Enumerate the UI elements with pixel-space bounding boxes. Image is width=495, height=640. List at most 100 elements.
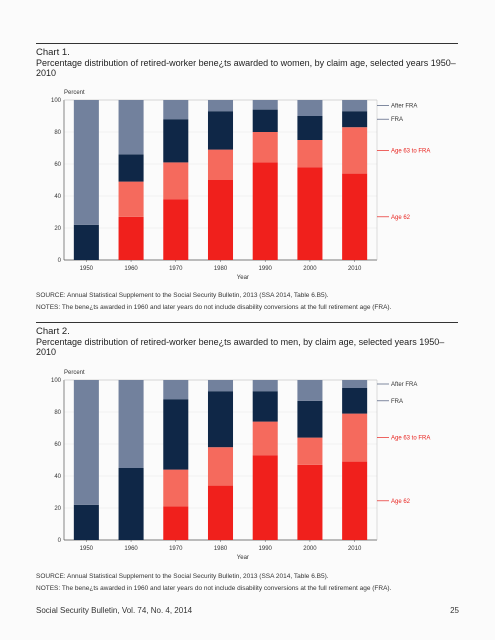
chart1-xtick-label: 1980	[214, 266, 228, 272]
chart1-bar-2010-fra	[342, 111, 368, 128]
chart2-ytick-label: 100	[51, 378, 62, 384]
chart1-legend-after-fra: After FRA	[391, 104, 417, 110]
chart1-bar-1990-age-63-to-fra	[252, 132, 278, 163]
chart2-bar-2010-age-62	[342, 461, 368, 540]
chart1-bar-1950-fra	[73, 224, 99, 260]
chart1-ytick-label: 20	[54, 226, 61, 232]
chart1-top-rule	[36, 43, 458, 44]
chart2-bar-2000-fra	[297, 400, 323, 438]
page-number: 25	[450, 606, 459, 615]
chart2-bar-1990-age-62	[252, 455, 278, 540]
chart1-bar-2010-age-63-to-fra	[342, 127, 368, 174]
chart2-xtick-label: 1970	[169, 546, 183, 552]
chart1-bar-2000-fra	[297, 116, 323, 140]
chart1-xtick-label: 1950	[80, 266, 94, 272]
chart2-ytick-label: 40	[54, 474, 61, 480]
chart1-ytick-label: 0	[58, 258, 62, 264]
chart1-plot: Percent 0 20 40 60 80 100 1950 1960 1970 1980 1990 2…	[51, 90, 430, 281]
chart2-bar-1960-fra	[118, 468, 144, 540]
chart2-ytick-label: 60	[54, 442, 61, 448]
chart2-bar-1980-fra	[207, 391, 234, 448]
chart1-xtick-label: 1990	[259, 266, 273, 272]
chart1-bar-2010-after-fra	[342, 100, 368, 112]
chart1-bar-1970-after-fra	[163, 100, 189, 120]
chart2-ytick-label: 80	[54, 410, 61, 416]
journal-citation: Social Security Bulletin, Vol. 74, No. 4…	[36, 606, 193, 615]
chart1-bar-2000-after-fra	[297, 100, 323, 116]
chart1-bar-1990-after-fra	[252, 100, 278, 110]
chart1-notes: NOTES: The bene¿ts awarded in 1960 and l…	[36, 304, 392, 311]
chart2-top-rule	[36, 322, 458, 323]
chart2-bar-1970-age-63-to-fra	[163, 469, 189, 507]
chart1-xtick-label: 2000	[303, 266, 317, 272]
chart1-bar-1990-fra	[252, 109, 278, 132]
chart2-ytick-label: 0	[58, 538, 62, 544]
chart1-bar-1960-age-63-to-fra	[118, 181, 144, 217]
chart2-bar-2000-age-62	[297, 464, 323, 540]
chart1-bar-1970-age-63-to-fra	[163, 162, 189, 200]
chart1-xtick-label: 1960	[124, 266, 138, 272]
chart1-heading: Chart 1. Percentage distribution of reti…	[36, 48, 456, 79]
chart2-bar-2000-age-63-to-fra	[297, 437, 323, 465]
chart2-xtick-label: 2010	[348, 546, 362, 552]
chart1-title: Percentage distribution of retired-worke…	[36, 58, 456, 78]
chart1-legend-age-62: Age 62	[391, 215, 411, 221]
chart1-bar-1960-after-fra	[118, 100, 144, 155]
chart2-bar-1960-after-fra	[118, 380, 144, 468]
chart2-xtick-label: 1990	[259, 546, 273, 552]
chart2-legend-after-fra: After FRA	[391, 382, 417, 388]
chart1-ytick-label: 40	[54, 194, 61, 200]
chart2-notes: NOTES: The bene¿ts awarded in 1960 and l…	[36, 585, 392, 592]
chart1-bar-2000-age-63-to-fra	[297, 140, 323, 168]
chart2-source: SOURCE: Annual Statistical Supplement to…	[36, 573, 329, 580]
chart1-ytick-label: 100	[51, 98, 62, 104]
chart1-legend-fra: FRA	[391, 117, 403, 123]
chart1-bar-2000-age-62	[297, 167, 323, 260]
chart1-ytick-label: 80	[54, 130, 61, 136]
chart2-xtick-label: 1960	[124, 546, 138, 552]
chart2-legend-age-62: Age 62	[391, 499, 411, 505]
chart2-ytick-label: 20	[54, 506, 61, 512]
chart2-bar-1970-after-fra	[163, 380, 189, 400]
chart2-bar-1980-after-fra	[207, 380, 234, 392]
chart1-bar-1960-fra	[118, 154, 144, 182]
chart1-xtick-label: 1970	[169, 266, 183, 272]
chart1-bar-1970-fra	[163, 119, 189, 163]
chart1-xtick-label: 2010	[348, 266, 362, 272]
chart1-bar-1980-age-63-to-fra	[207, 149, 234, 180]
chart1-source: SOURCE: Annual Statistical Supplement to…	[36, 292, 329, 299]
chart1-bar-1980-after-fra	[207, 100, 234, 112]
chart2-bar-1990-age-63-to-fra	[252, 421, 278, 456]
chart2-plot: Percent 0 20 40 60 80 100 1950 1960 1970 1980 1990 2…	[51, 370, 430, 561]
chart2-ylabel: Percent	[64, 370, 85, 376]
chart2-bar-2010-age-63-to-fra	[342, 413, 368, 462]
chart2-number: Chart 2.	[36, 326, 70, 337]
chart2-bar-1950-fra	[73, 504, 99, 540]
chart2-legend-fra: FRA	[391, 399, 403, 405]
chart2-xlabel: Year	[237, 555, 249, 561]
chart2-xtick-label: 1980	[214, 546, 228, 552]
chart2-bar-1950-after-fra	[73, 380, 99, 505]
chart1-xlabel: Year	[237, 275, 249, 281]
chart2-xtick-label: 2000	[303, 546, 317, 552]
chart1-bar-1990-age-62	[252, 162, 278, 260]
chart2-bar-1990-fra	[252, 391, 278, 422]
chart1-bar-1980-fra	[207, 111, 234, 150]
chart2-bar-1990-after-fra	[252, 380, 278, 392]
chart2-bar-1970-age-62	[163, 506, 189, 540]
chart2-bar-1980-age-62	[207, 485, 234, 540]
chart1-bar-1960-age-62	[118, 216, 144, 260]
chart2-title: Percentage distribution of retired-worke…	[36, 337, 445, 357]
chart2-bar-2010-after-fra	[342, 380, 368, 388]
chart2-bar-2010-fra	[342, 388, 368, 414]
chart1-bar-1980-age-62	[207, 180, 234, 260]
chart1-bar-1970-age-62	[163, 199, 189, 260]
chart2-bar-2000-after-fra	[297, 380, 323, 401]
chart2-xtick-label: 1950	[80, 546, 94, 552]
chart1-ytick-label: 60	[54, 162, 61, 168]
chart1-legend-age-63-to-fra: Age 63 to FRA	[391, 148, 430, 154]
chart1-bar-2010-age-62	[342, 173, 368, 260]
chart2-heading: Chart 2. Percentage distribution of reti…	[36, 326, 456, 358]
chart1-bar-1950-after-fra	[73, 100, 99, 225]
